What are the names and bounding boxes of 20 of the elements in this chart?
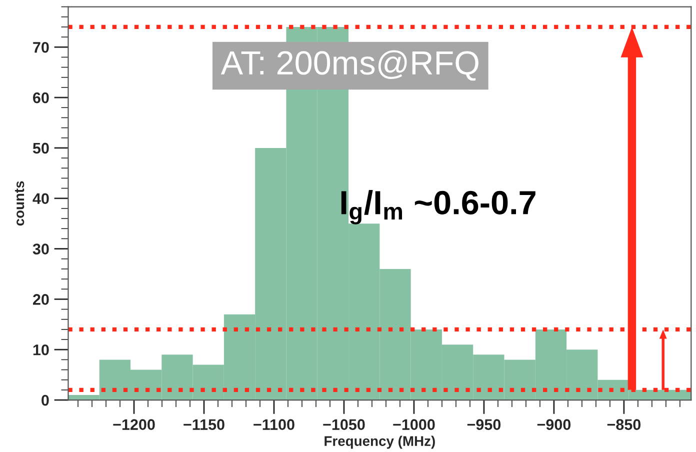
annotation: AT: 200ms@RFQ — [220, 50, 478, 81]
x-tick-label: −900 — [537, 419, 571, 430]
y-tick-label: 50 — [32, 142, 49, 154]
x-axis-title: Frequency (MHz) — [324, 436, 435, 449]
y-tick-label: 70 — [33, 42, 49, 53]
y-tick-label: 40 — [32, 193, 49, 204]
y-tick-label: 30 — [32, 244, 49, 254]
x-tick-label: −850 — [607, 419, 641, 430]
y-tick-label: 0 — [42, 394, 49, 406]
x-tick-label: −1150 — [184, 419, 224, 430]
y-tick-label: 20 — [32, 294, 49, 305]
y-axis-title: counts — [14, 181, 24, 226]
x-tick-label: −1000 — [393, 419, 435, 430]
y-tick-label: 10 — [33, 344, 49, 356]
x-tick-label: −950 — [467, 419, 501, 430]
annotation: I$_{g}$/I$_{m}$ ~0.6-0.7 — [341, 190, 536, 224]
x-tick-label: −1050 — [323, 419, 365, 430]
y-tick-label: 60 — [33, 92, 49, 104]
x-tick-label: −1200 — [113, 419, 155, 430]
x-tick-label: −1100 — [254, 419, 294, 430]
